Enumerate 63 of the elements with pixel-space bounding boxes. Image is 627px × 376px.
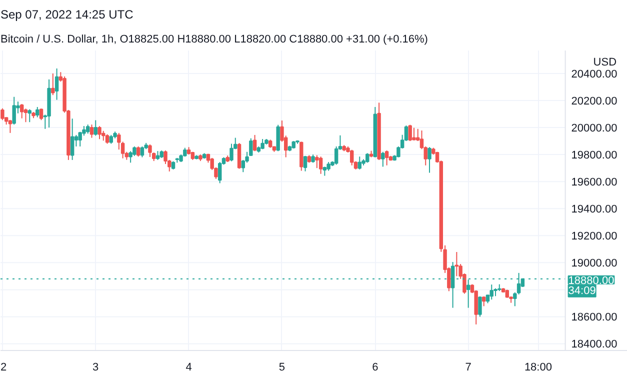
candlestick <box>490 284 494 300</box>
candlestick <box>24 108 28 123</box>
chart-title: Sep 07, 2022 14:25 UTC <box>0 8 134 22</box>
candlestick <box>86 124 90 134</box>
y-tick-label: 19000.00 <box>571 258 618 270</box>
x-tick-label: 4 <box>186 362 192 374</box>
candlestick <box>408 124 412 142</box>
y-tick-label: 19200.00 <box>571 230 618 243</box>
candlestick <box>350 149 354 166</box>
chart-subtitle: Bitcoin / U.S. Dollar, 1h, O18825.00 H18880.00 L18820.00 C18880.00 +31.00 (+0.16%) <box>0 34 428 46</box>
candlestick <box>428 146 432 174</box>
candlestick <box>36 106 40 118</box>
y-tick-label: 20000.00 <box>571 122 618 135</box>
candlestick <box>318 156 323 174</box>
candlestick <box>90 124 94 138</box>
candlestick <box>252 134 257 152</box>
candlestick <box>105 134 110 144</box>
y-tick-label: 20400.00 <box>571 68 618 80</box>
candlestick <box>381 151 385 168</box>
y-tick-label: 19600.00 <box>571 176 618 189</box>
candlestick <box>230 143 234 162</box>
x-tick-label: 2 <box>0 362 7 374</box>
x-tick-label: 7 <box>465 362 472 374</box>
candlestick <box>39 108 44 121</box>
x-tick-label: 6 <box>372 362 378 374</box>
candlestick <box>94 120 98 136</box>
candlestick <box>54 68 59 100</box>
x-tick-label: 3 <box>92 362 99 374</box>
x-tick-label: 5 <box>278 362 286 374</box>
candlestick <box>98 126 102 140</box>
y-tick-label: 19400.00 <box>571 204 618 216</box>
y-axis-title: USD <box>593 56 617 68</box>
candlestick <box>82 126 86 136</box>
annotation: 34:09 <box>568 284 596 297</box>
candlestick <box>0 108 4 121</box>
y-tick-label: 18600.00 <box>571 312 618 324</box>
candlestick <box>237 142 242 170</box>
candlestick <box>12 96 16 126</box>
y-tick-label: 19800.00 <box>571 150 618 162</box>
candlestick <box>140 146 144 158</box>
candlestick <box>315 154 319 169</box>
candlestick <box>276 124 280 152</box>
candlestick <box>478 296 482 318</box>
candlestick <box>51 72 55 96</box>
candlestick <box>366 152 370 164</box>
candlestick <box>136 146 140 158</box>
candlestick <box>322 166 327 176</box>
candlestick <box>70 118 74 160</box>
candlestick <box>128 150 132 164</box>
candlestick <box>358 156 362 170</box>
y-tick-label: 20200.00 <box>571 96 618 108</box>
x-tick-label: 18:00 <box>524 362 552 374</box>
candlestick <box>148 144 152 158</box>
candlestick <box>303 155 308 172</box>
ref-line-label: 18880.00 <box>568 274 614 287</box>
candlestick <box>218 161 222 184</box>
candlestick <box>412 127 416 141</box>
candlestick <box>454 251 459 277</box>
candlestick <box>28 108 32 123</box>
candlestick <box>102 130 106 142</box>
y-tick-label: 18400.00 <box>571 338 618 351</box>
candlestick <box>384 150 389 166</box>
candlestick <box>20 104 24 119</box>
